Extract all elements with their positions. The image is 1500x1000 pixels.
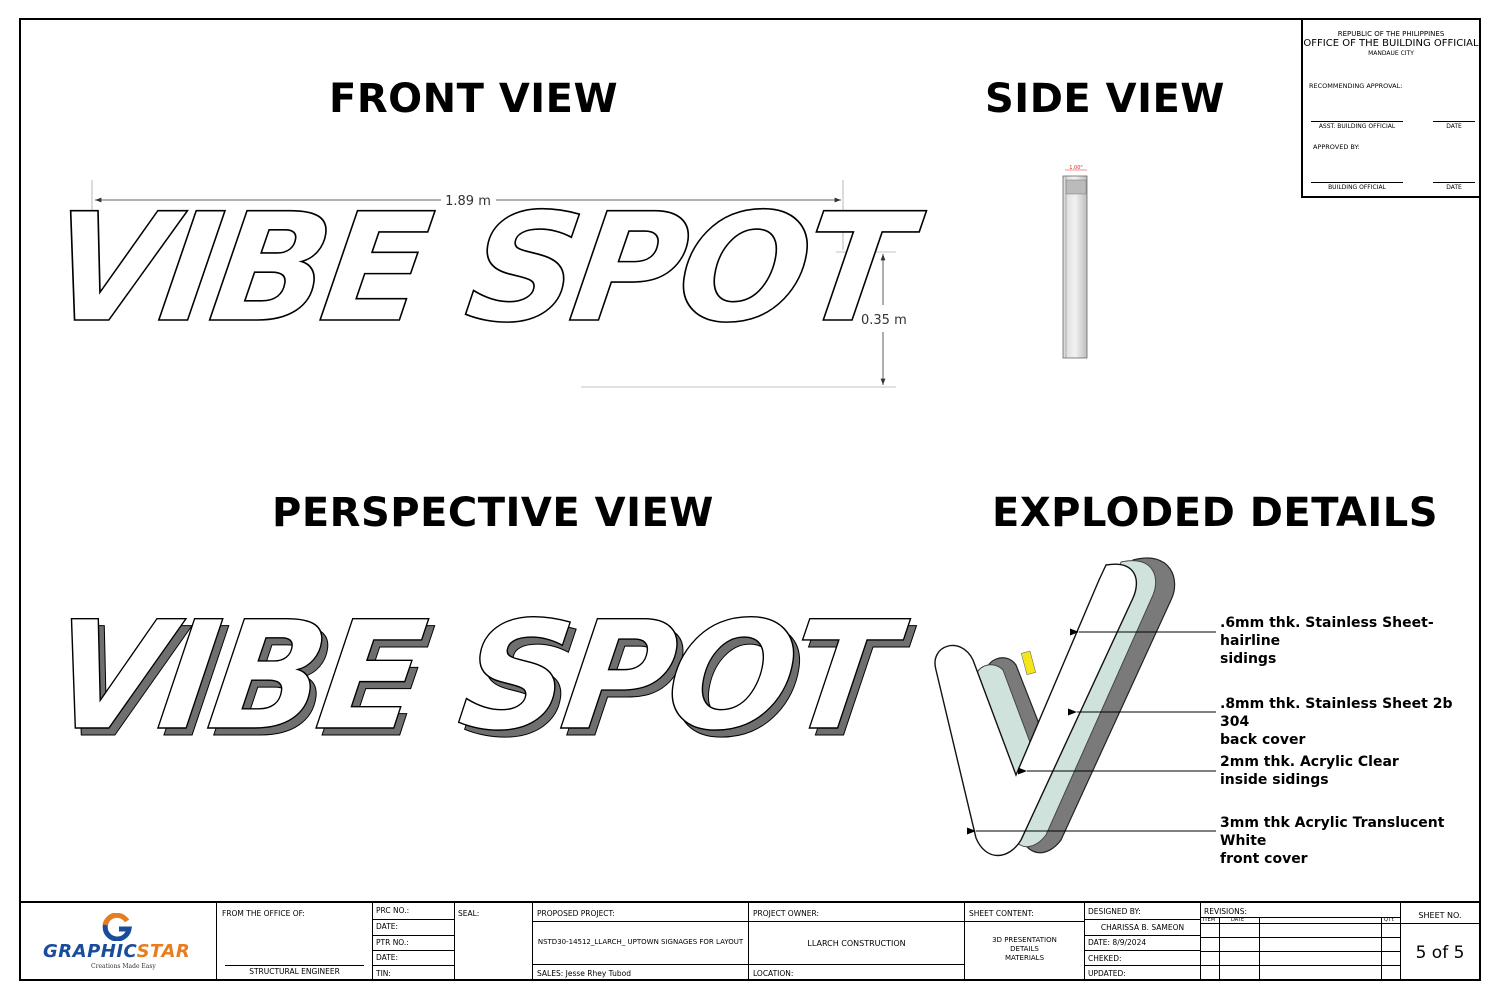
proposed-project-cell: PROPOSED PROJECT: NSTD30-14512_LLARCH_ U… xyxy=(533,903,749,981)
width-dimension xyxy=(91,180,844,270)
front-view-lettering: VIBE SPOT xyxy=(38,181,931,355)
drawing-sheet: FRONT VIEW SIDE VIEW PERSPECTIVE VIEW EX… xyxy=(19,18,1481,981)
callout-inside-sidings: 2mm thk. Acrylic Clear inside sidings xyxy=(1220,754,1399,788)
callout-front-cover: 3mm thk Acrylic Translucent White front … xyxy=(1220,815,1445,867)
exploded-letter-v xyxy=(934,557,1176,856)
sheet-number-cell: SHEET NO. 5 of 5 xyxy=(1401,903,1479,981)
sheet-content-cell: SHEET CONTENT: 3D PRESENTATION DETAILS M… xyxy=(965,903,1085,981)
drawing-canvas: 1.89 m 0.35 m VIBE SPOT 1.00" VIBE SPOT … xyxy=(37,165,1216,856)
side-view-title: SIDE VIEW xyxy=(985,76,1225,122)
project-owner-cell: PROJECT OWNER: LLARCH CONSTRUCTION LOCAT… xyxy=(749,903,965,981)
logo-cell: GRAPHICSTAR Creations Made Easy xyxy=(21,903,217,981)
from-office-cell: FROM THE OFFICE OF: STRUCTURAL ENGINEER xyxy=(217,903,373,981)
license-cell: PRC NO.: DATE: PTR NO.: DATE: TIN: xyxy=(373,903,455,981)
graphicstar-logo-icon xyxy=(102,913,132,941)
exploded-details-title: EXPLODED DETAILS xyxy=(992,490,1439,536)
sheet-number: 5 of 5 xyxy=(1415,943,1465,963)
callout-sidings: .6mm thk. Stainless Sheet-hairline sidin… xyxy=(1220,615,1434,667)
callout-back-cover: .8mm thk. Stainless Sheet 2b 304 back co… xyxy=(1220,696,1453,748)
designed-by-cell: DESIGNED BY: CHARISSA B. SAMEON DATE: 8/… xyxy=(1085,903,1201,981)
perspective-view-title: PERSPECTIVE VIEW xyxy=(272,490,714,536)
height-dimension xyxy=(581,251,896,388)
logo-tagline: Creations Made Easy xyxy=(91,963,156,970)
width-dimension-label: 1.89 m xyxy=(445,194,491,209)
seal-cell: SEAL: xyxy=(455,903,533,981)
building-official-approval-box: REPUBLIC OF THE PHILIPPINES OFFICE OF TH… xyxy=(1301,18,1481,198)
title-block: GRAPHICSTAR Creations Made Easy FROM THE… xyxy=(21,901,1479,981)
svg-text:VIBE SPOT: VIBE SPOT xyxy=(40,589,915,764)
revisions-cell: REVISIONS: ITEM DATE QTY. xyxy=(1201,903,1401,981)
height-dimension-label: 0.35 m xyxy=(861,313,907,328)
front-view-title: FRONT VIEW xyxy=(329,76,619,122)
callout-leaders xyxy=(967,628,1216,835)
perspective-lettering: VIBE SPOT VIBE SPOT xyxy=(39,588,922,771)
depth-dimension-label: 1.00" xyxy=(1069,165,1082,171)
svg-text:VIBE SPOT: VIBE SPOT xyxy=(46,596,921,771)
logo-wordmark: GRAPHICSTAR xyxy=(43,941,191,962)
side-view-profile: 1.00" xyxy=(1062,165,1088,359)
